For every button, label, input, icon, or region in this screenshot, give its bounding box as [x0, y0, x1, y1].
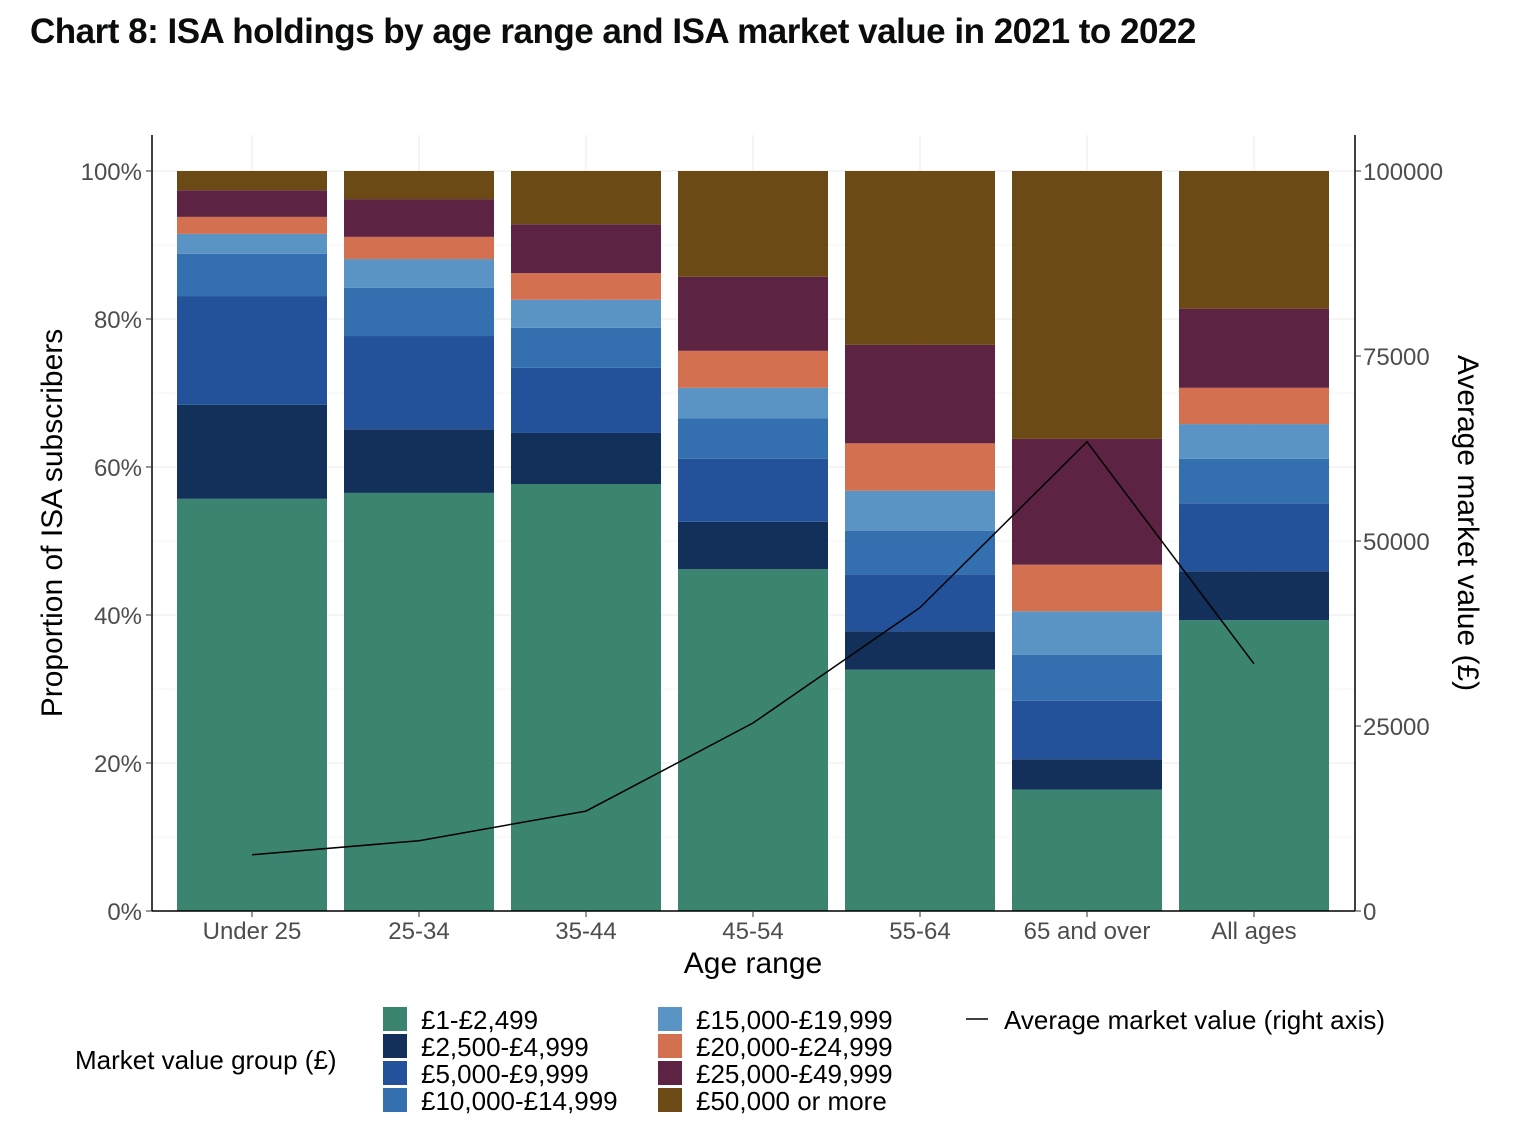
- bar-segment: [678, 171, 828, 277]
- bar-segment: [177, 216, 327, 234]
- bar-segment: [1179, 620, 1329, 911]
- legend-label: £5,000-£9,999: [421, 1059, 589, 1089]
- bar-segment: [678, 387, 828, 419]
- y-tick-label: 60%: [94, 455, 142, 482]
- bar-segment: [1012, 564, 1162, 612]
- bar-segment: [678, 521, 828, 570]
- legend-label: £20,000-£24,999: [696, 1032, 893, 1062]
- y-tick-label: 100%: [81, 159, 142, 186]
- bar-segment: [511, 171, 661, 225]
- bar-segment: [1012, 654, 1162, 701]
- legend-label: £15,000-£19,999: [696, 1005, 893, 1035]
- bar-segment: [1012, 611, 1162, 655]
- x-tick-label: All ages: [1211, 918, 1296, 945]
- y2-tick-label: 75000: [1363, 344, 1430, 371]
- bar-segment: [678, 569, 828, 911]
- bar-segment: [177, 233, 327, 254]
- y2-tick-label: 100000: [1363, 159, 1443, 186]
- x-tick-label: 25-34: [388, 918, 449, 945]
- bar-segment: [511, 484, 661, 911]
- x-tick-label: 65 and over: [1024, 918, 1151, 945]
- bar-segment: [845, 574, 995, 632]
- bar-segment: [177, 171, 327, 191]
- legend-swatch: [383, 1088, 407, 1112]
- bar-segment: [845, 530, 995, 575]
- bar-segment: [344, 171, 494, 200]
- y2-tick-label: 50000: [1363, 529, 1430, 556]
- legend-label: £10,000-£14,999: [421, 1086, 618, 1116]
- bar-segment: [1012, 759, 1162, 790]
- x-tick-label: 45-54: [722, 918, 783, 945]
- bar-segment: [845, 171, 995, 345]
- bar-segment: [511, 327, 661, 368]
- bar-segment: [1179, 503, 1329, 572]
- bar-segment: [1179, 571, 1329, 621]
- x-tick-label: 55-64: [889, 918, 950, 945]
- bar-segment: [845, 631, 995, 670]
- bar-segment: [177, 296, 327, 405]
- legend-label: £1-£2,499: [421, 1005, 538, 1035]
- bar-segment: [1012, 438, 1162, 565]
- y-tick-label: 40%: [94, 603, 142, 630]
- bar-segment: [678, 458, 828, 522]
- bar-segment: [678, 418, 828, 459]
- chart-title: Chart 8: ISA holdings by age range and I…: [30, 12, 1196, 51]
- bar-segment: [344, 236, 494, 260]
- bar-segment: [1179, 387, 1329, 425]
- bar-segment: [177, 190, 327, 217]
- y2-tick-label: 0: [1363, 899, 1376, 926]
- bar-segment: [511, 273, 661, 300]
- legend-swatch: [383, 1061, 407, 1085]
- bar-segment: [845, 344, 995, 444]
- bar-segment: [344, 429, 494, 493]
- y2-tick-label: 25000: [1363, 714, 1430, 741]
- bar-segment: [344, 492, 494, 911]
- y2-axis-title: Average market value (£): [1451, 355, 1484, 691]
- y-tick-label: 20%: [94, 751, 142, 778]
- bar-segment: [1012, 789, 1162, 911]
- bar-segment: [678, 350, 828, 388]
- y-tick-label: 0%: [107, 899, 142, 926]
- bar-segment: [511, 224, 661, 274]
- bar-segment: [1179, 424, 1329, 459]
- bar-segment: [845, 490, 995, 531]
- legend-swatch: [658, 1034, 682, 1058]
- legend-swatch: [383, 1034, 407, 1058]
- bar-segment: [1179, 308, 1329, 388]
- bar-segment: [511, 299, 661, 328]
- legend-title: Market value group (£): [75, 1045, 337, 1075]
- bar-segment: [1179, 171, 1329, 309]
- bar-segment: [177, 498, 327, 911]
- legend-label: £2,500-£4,999: [421, 1032, 589, 1062]
- bar-segment: [511, 367, 661, 433]
- bar-segment: [344, 336, 494, 430]
- legend-swatch: [383, 1007, 407, 1031]
- legend-label: £50,000 or more: [696, 1086, 887, 1116]
- legend-swatch: [658, 1088, 682, 1112]
- bar-segment: [344, 287, 494, 337]
- bar-segment: [511, 432, 661, 485]
- bar-segment: [1012, 700, 1162, 760]
- x-tick-label: Under 25: [203, 918, 302, 945]
- bar-segment: [344, 259, 494, 288]
- legend-label: £25,000-£49,999: [696, 1059, 893, 1089]
- bar-segment: [1179, 458, 1329, 504]
- y-axis-title: Proportion of ISA subscribers: [36, 329, 69, 718]
- bar-segment: [678, 276, 828, 351]
- x-tick-label: 35-44: [555, 918, 616, 945]
- bar-segment: [177, 253, 327, 297]
- bar-segment: [1012, 171, 1162, 439]
- bar-segment: [344, 199, 494, 237]
- bar-segment: [177, 404, 327, 499]
- x-axis-title: Age range: [684, 947, 822, 980]
- bar-segment: [845, 669, 995, 911]
- legend-label: Average market value (right axis): [1004, 1005, 1385, 1035]
- legend-swatch: [658, 1007, 682, 1031]
- bar-segment: [845, 443, 995, 491]
- legend-swatch: [658, 1061, 682, 1085]
- y-tick-label: 80%: [94, 307, 142, 334]
